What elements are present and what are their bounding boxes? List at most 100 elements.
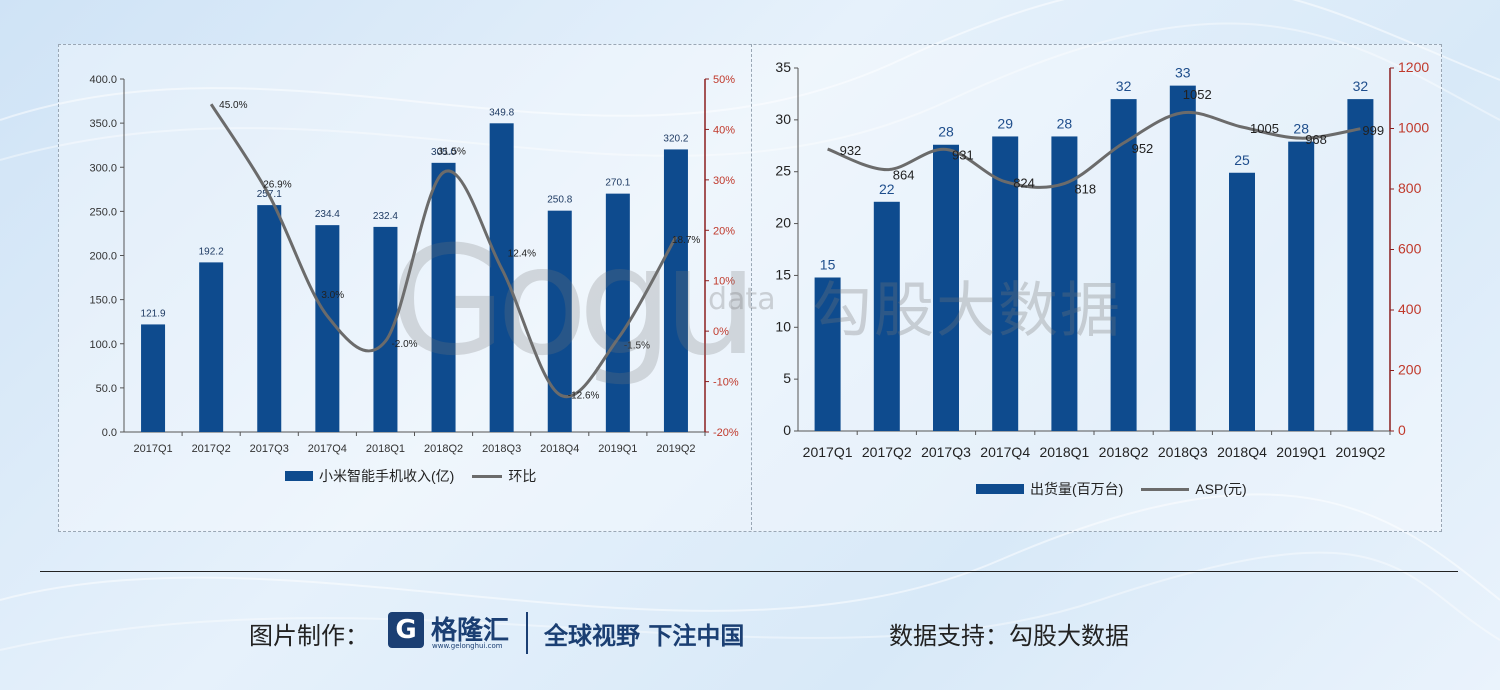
left-axis-tick-label: 20 <box>775 215 791 231</box>
line-value-label: 3.0% <box>321 290 344 301</box>
x-axis-category-label: 2017Q2 <box>862 444 912 460</box>
x-axis-category-label: 2017Q4 <box>980 444 1030 460</box>
left-axis-tick-label: 100.0 <box>89 339 117 351</box>
watermark-data-text: data <box>708 282 776 317</box>
left-axis-tick-label: 10 <box>775 318 791 334</box>
bar-value-label: 349.8 <box>489 107 514 118</box>
bar <box>199 262 224 432</box>
left-axis-tick-label: 35 <box>775 59 791 75</box>
left-axis-tick-label: 25 <box>775 163 791 179</box>
line-value-label: 968 <box>1305 132 1327 147</box>
legend-qoq-label: 环比 <box>508 468 537 484</box>
left-axis-tick-label: 150.0 <box>89 295 117 307</box>
bar <box>489 123 514 432</box>
left-axis-tick-label: 50.0 <box>96 383 117 395</box>
bar <box>814 277 841 431</box>
line-value-label: 18.7% <box>672 235 700 246</box>
bar-value-label: 33 <box>1175 65 1191 81</box>
right-axis-tick-label: 20% <box>713 225 735 237</box>
bar-value-label: 28 <box>938 124 954 140</box>
legend-bar-swatch <box>285 471 313 481</box>
x-axis-category-label: 2018Q3 <box>482 443 521 455</box>
bar <box>605 193 630 432</box>
x-axis-category-label: 2017Q1 <box>133 443 172 455</box>
slogan: 全球视野 下注中国 <box>544 622 745 650</box>
bar <box>141 324 166 432</box>
left-axis-tick-label: 15 <box>775 266 791 282</box>
right-axis-tick-label: 0% <box>713 326 729 338</box>
bar <box>257 205 282 432</box>
legend-shipment-label: 出货量(百万台) <box>1030 481 1124 497</box>
line-value-label: -12.6% <box>568 391 600 402</box>
bar-value-label: 121.9 <box>141 308 166 319</box>
x-axis-category-label: 2019Q1 <box>1276 444 1326 460</box>
line-value-label: -1.5% <box>624 341 650 352</box>
bar-value-label: 234.4 <box>315 209 340 220</box>
right-axis-tick-label: 1200 <box>1398 59 1429 75</box>
line-value-label: 31.5% <box>438 146 466 157</box>
right-axis-tick-label: -10% <box>713 377 739 389</box>
line-value-label: 1052 <box>1183 87 1212 102</box>
x-axis-category-label: 2017Q4 <box>308 443 347 455</box>
bar <box>873 201 900 431</box>
right-axis-tick-label: 400 <box>1398 301 1422 317</box>
data-source: 数据支持：勾股大数据 <box>889 622 1129 650</box>
right-axis-tick-label: 10% <box>713 276 735 288</box>
right-axis-tick-label: 800 <box>1398 180 1422 196</box>
bar-value-label: 32 <box>1116 78 1132 94</box>
gelonghui-logo-icon: G <box>388 612 424 648</box>
bar <box>1169 85 1196 432</box>
bar-value-label: 28 <box>1293 121 1309 137</box>
line-value-label: 864 <box>893 168 915 183</box>
line-value-label: 45.0% <box>219 100 247 111</box>
left-axis-tick-label: 200.0 <box>89 251 117 263</box>
bar <box>1110 99 1137 431</box>
chart-frame <box>58 44 1442 532</box>
x-axis-category-label: 2017Q3 <box>250 443 289 455</box>
line-value-label: 999 <box>1362 123 1384 138</box>
chart-divider <box>751 44 752 530</box>
watermark-cn-text: 勾股大数据 <box>812 276 1122 346</box>
right-axis-tick-label: 40% <box>713 124 735 136</box>
line-value-label: 1005 <box>1250 121 1279 136</box>
x-axis-category-label: 2019Q2 <box>1335 444 1385 460</box>
legend-asp-label: ASP(元) <box>1195 481 1247 497</box>
bar <box>1347 99 1374 431</box>
line-value-label: -2.0% <box>391 339 417 350</box>
logo-name: 格隆汇 <box>431 616 510 646</box>
left-axis-tick-label: 300.0 <box>89 162 117 174</box>
legend-bar-swatch <box>976 484 1024 494</box>
revenue-chart: 0.0 50.0 100.0 150.0 200.0 250.0 300.0 350.0 400… <box>89 74 739 455</box>
right-axis-tick-label: 0 <box>1398 422 1406 438</box>
bar <box>663 149 688 432</box>
made-by-label: 图片制作： <box>249 622 369 650</box>
line-value-label: 932 <box>840 143 862 158</box>
bar-value-label: 29 <box>997 115 1013 131</box>
bar-value-label: 32 <box>1353 78 1369 94</box>
x-axis-category-label: 2018Q3 <box>1158 444 1208 460</box>
x-axis-category-label: 2017Q1 <box>803 444 853 460</box>
right-axis-tick-label: 200 <box>1398 362 1422 378</box>
x-axis-category-label: 2018Q1 <box>366 443 405 455</box>
x-axis-category-label: 2017Q3 <box>921 444 971 460</box>
bar <box>431 162 456 432</box>
x-axis-category-label: 2018Q2 <box>424 443 463 455</box>
left-axis-tick-label: 5 <box>783 370 791 386</box>
logo-url: www.gelonghui.com <box>432 642 503 650</box>
left-axis-tick-label: 30 <box>775 111 791 127</box>
right-axis-tick-label: 600 <box>1398 241 1422 257</box>
bar <box>315 225 340 432</box>
bar-value-label: 25 <box>1234 152 1250 168</box>
footer-divider <box>40 571 1458 572</box>
x-axis-category-label: 2018Q2 <box>1099 444 1149 460</box>
line-value-label: 818 <box>1074 182 1096 197</box>
bar-value-label: 270.1 <box>605 178 630 189</box>
x-axis-category-label: 2017Q2 <box>192 443 231 455</box>
bar-value-label: 250.8 <box>547 195 572 206</box>
bar-value-label: 192.2 <box>199 246 224 257</box>
right-axis-tick-label: -20% <box>713 427 739 439</box>
right-axis-tick-label: 50% <box>713 74 735 86</box>
right-axis-tick-label: 30% <box>713 175 735 187</box>
bar-value-label: 320.2 <box>663 133 688 144</box>
line-value-label: 931 <box>952 147 974 162</box>
